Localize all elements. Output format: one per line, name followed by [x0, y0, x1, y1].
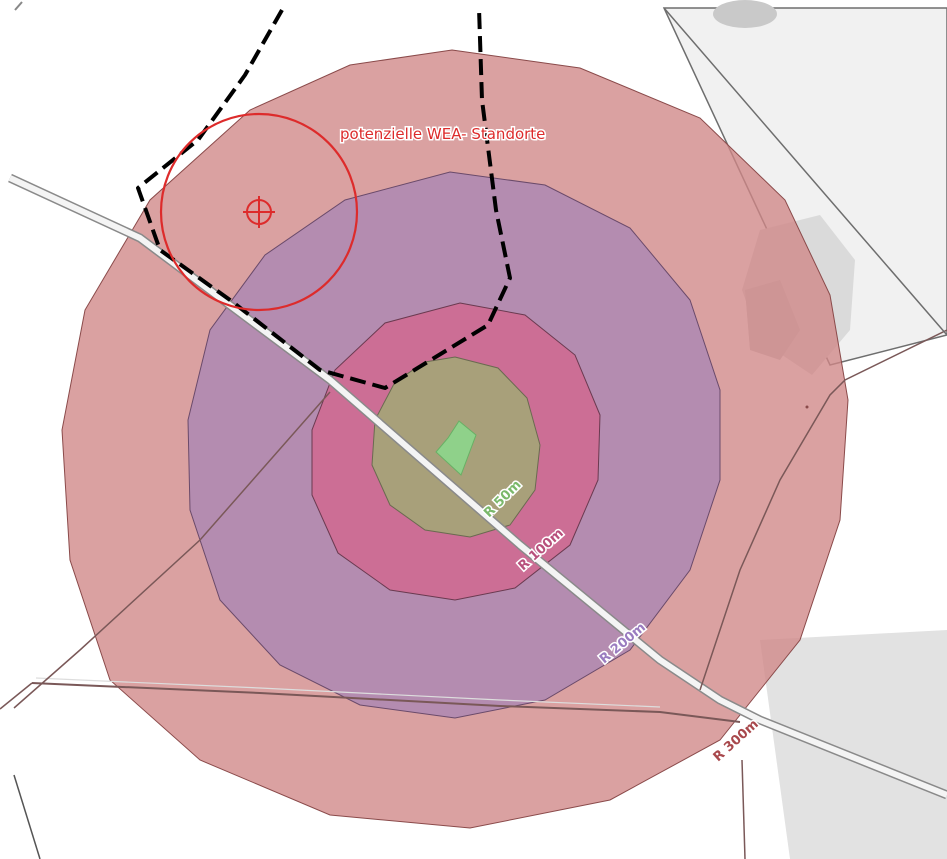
crosshair-circle-icon[interactable]	[243, 196, 275, 228]
building-icon[interactable]	[435, 420, 477, 476]
road-network	[0, 7, 947, 859]
map-corner-line	[14, 1, 23, 11]
landuse-parcel-southeast	[760, 630, 947, 859]
path-northeast[interactable]	[699, 329, 947, 691]
main-road[interactable]	[8, 175, 947, 798]
point-marker	[805, 405, 809, 409]
path-south-edge	[35, 677, 661, 708]
wea-label: potenzielle WEA- Standorte	[340, 125, 545, 143]
landuse-parcel-top	[713, 0, 777, 28]
landuse-areas	[14, 0, 947, 859]
path-south-down	[741, 759, 746, 859]
path-south[interactable]	[31, 682, 741, 723]
path-southwest-end	[0, 682, 33, 710]
wea-site[interactable]	[159, 112, 359, 312]
path-lower-left	[13, 774, 41, 859]
wea-radius-circle	[159, 112, 359, 312]
planning-boundary[interactable]	[136, 7, 512, 390]
path-southwest[interactable]	[13, 391, 331, 709]
parcel-edge	[663, 7, 947, 336]
